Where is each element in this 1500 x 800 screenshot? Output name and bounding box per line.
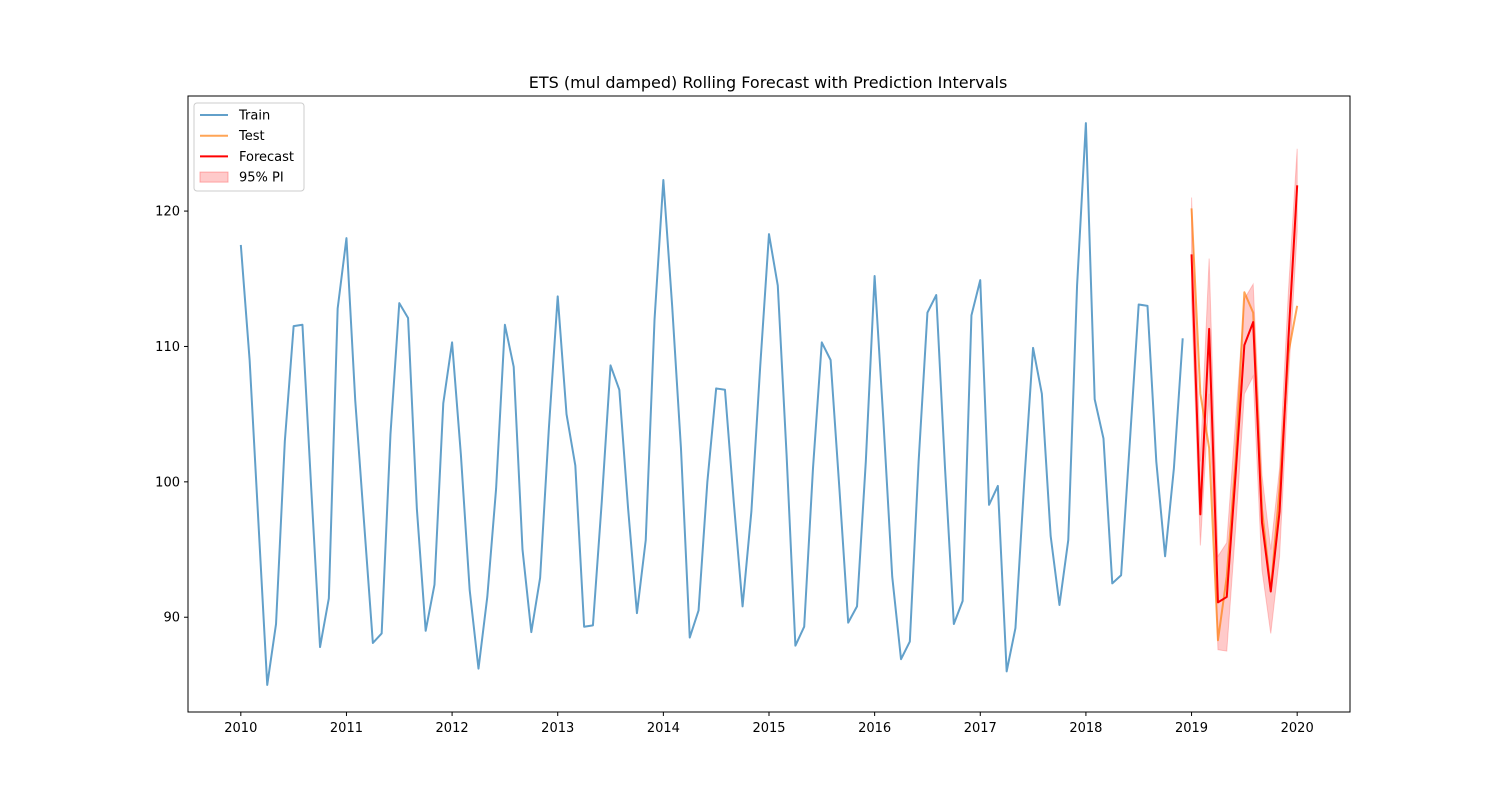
x-axis: 2010 2011 2012 2013 2014 2015 2016 2017 2018 2019… <box>224 712 1314 736</box>
legend-train-label: Train <box>238 109 270 124</box>
legend-forecast-label: Forecast <box>239 150 294 165</box>
x-tick-label: 2014 <box>647 721 680 736</box>
x-tick-label: 2010 <box>224 721 257 736</box>
x-tick-label: 2011 <box>330 721 363 736</box>
x-tick-label: 2019 <box>1175 721 1208 736</box>
y-tick-label: 100 <box>155 475 180 490</box>
y-tick-label: 90 <box>163 611 180 626</box>
x-tick-label: 2013 <box>541 721 574 736</box>
y-axis: 90 100 110 120 <box>155 205 188 626</box>
y-tick-label: 110 <box>155 340 180 355</box>
x-tick-label: 2016 <box>858 721 891 736</box>
legend: Train Test Forecast 95% PI <box>193 102 305 192</box>
legend-test-label: Test <box>238 129 265 144</box>
test-series-line <box>1190 208 1299 642</box>
x-tick-label: 2012 <box>436 721 469 736</box>
x-tick-label: 2017 <box>964 721 997 736</box>
x-tick-label: 2020 <box>1281 721 1314 736</box>
train-series-line <box>239 122 1184 686</box>
forecast-series-line <box>1190 185 1299 604</box>
legend-box <box>193 102 305 192</box>
legend-interval-swatch <box>199 171 229 183</box>
x-tick-label: 2018 <box>1069 721 1102 736</box>
axes-frame <box>187 95 1351 713</box>
chart-title: ETS (mul damped) Rolling Forecast with P… <box>529 73 1008 92</box>
x-tick-label: 2015 <box>752 721 785 736</box>
prediction-interval-band <box>1191 148 1298 652</box>
legend-interval-label: 95% PI <box>239 171 284 186</box>
plot-area <box>239 122 1299 686</box>
y-tick-label: 120 <box>155 205 180 220</box>
